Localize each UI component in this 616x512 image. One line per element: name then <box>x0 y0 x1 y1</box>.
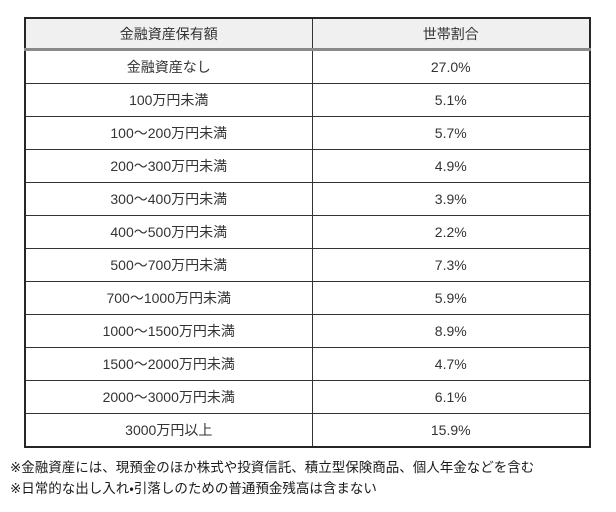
household-share-cell: 8.9% <box>311 314 591 348</box>
asset-range-cell: 金融資産なし <box>24 49 313 84</box>
asset-range-cell: 700〜1000万円未満 <box>24 281 313 315</box>
footnotes: ※金融資産には、現預金のほか株式や投資信託、積立型保険商品、個人年金などを含む … <box>10 457 534 499</box>
household-share-cell: 5.9% <box>311 281 591 315</box>
asset-range-cell: 3000万円以上 <box>24 413 313 448</box>
table-row: 100〜200万円未満 5.7% <box>24 116 591 150</box>
household-share-cell: 3.9% <box>311 182 591 216</box>
asset-range-cell: 300〜400万円未満 <box>24 182 313 216</box>
asset-range-cell: 500〜700万円未満 <box>24 248 313 282</box>
asset-range-cell: 200〜300万円未満 <box>24 149 313 183</box>
household-share-cell: 15.9% <box>311 413 591 448</box>
table-row: 3000万円以上 15.9% <box>24 413 591 448</box>
household-share-cell: 5.7% <box>311 116 591 150</box>
asset-range-cell: 1000〜1500万円未満 <box>24 314 313 348</box>
table-row: 2000〜3000万円未満 6.1% <box>24 380 591 414</box>
table-row: 100万円未満 5.1% <box>24 83 591 117</box>
asset-holdings-table: 金融資産保有額 世帯割合 金融資産なし 27.0% 100万円未満 5.1% 1… <box>24 17 591 448</box>
footnote-deposit-exclusion: ※日常的な出し入れ・引落しのための普通預金残高は含まない <box>10 481 377 496</box>
asset-range-cell: 400〜500万円未満 <box>24 215 313 249</box>
table-row: 400〜500万円未満 2.2% <box>24 215 591 249</box>
table-row: 300〜400万円未満 3.9% <box>24 182 591 216</box>
table-row: 1500〜2000万円未満 4.7% <box>24 347 591 381</box>
asset-range-cell: 100〜200万円未満 <box>24 116 313 150</box>
household-share-cell: 4.9% <box>311 149 591 183</box>
household-share-cell: 6.1% <box>311 380 591 414</box>
household-share-cell: 2.2% <box>311 215 591 249</box>
column-header-household-share: 世帯割合 <box>311 17 591 51</box>
household-share-cell: 7.3% <box>311 248 591 282</box>
table-row: 1000〜1500万円未満 8.9% <box>24 314 591 348</box>
household-share-cell: 27.0% <box>311 49 591 84</box>
table-row: 700〜1000万円未満 5.9% <box>24 281 591 315</box>
household-share-cell: 5.1% <box>311 83 591 117</box>
asset-range-cell: 100万円未満 <box>24 83 313 117</box>
footnote-asset-definition: ※金融資産には、現預金のほか株式や投資信託、積立型保険商品、個人年金などを含む <box>10 460 535 475</box>
column-header-asset-amount: 金融資産保有額 <box>24 17 313 51</box>
asset-range-cell: 2000〜3000万円未満 <box>24 380 313 414</box>
table-row: 500〜700万円未満 7.3% <box>24 248 591 282</box>
table-header-row: 金融資産保有額 世帯割合 <box>24 17 591 51</box>
asset-range-cell: 1500〜2000万円未満 <box>24 347 313 381</box>
table-row: 200〜300万円未満 4.9% <box>24 149 591 183</box>
table-row: 金融資産なし 27.0% <box>24 49 591 84</box>
household-share-cell: 4.7% <box>311 347 591 381</box>
